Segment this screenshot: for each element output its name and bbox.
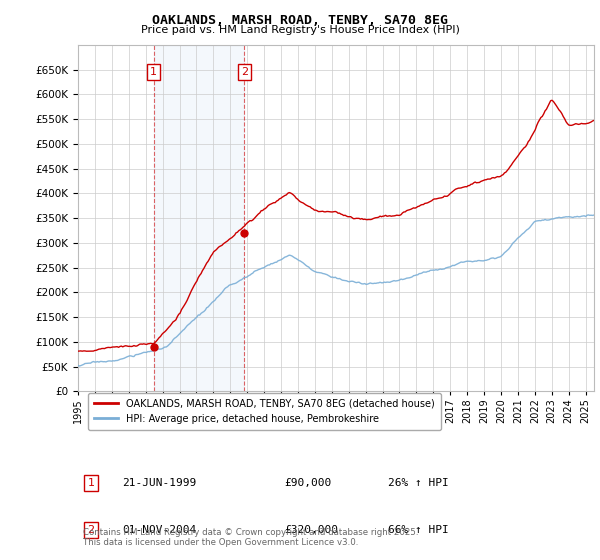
Text: 26% ↑ HPI: 26% ↑ HPI xyxy=(388,478,448,488)
Text: 66% ↑ HPI: 66% ↑ HPI xyxy=(388,525,448,535)
Legend: OAKLANDS, MARSH ROAD, TENBY, SA70 8EG (detached house), HPI: Average price, deta: OAKLANDS, MARSH ROAD, TENBY, SA70 8EG (d… xyxy=(88,393,440,430)
Text: 01-NOV-2004: 01-NOV-2004 xyxy=(122,525,196,535)
Text: £90,000: £90,000 xyxy=(284,478,332,488)
Text: 1: 1 xyxy=(150,67,157,77)
Text: 21-JUN-1999: 21-JUN-1999 xyxy=(122,478,196,488)
Text: Contains HM Land Registry data © Crown copyright and database right 2025.
This d: Contains HM Land Registry data © Crown c… xyxy=(83,528,419,547)
Text: 2: 2 xyxy=(88,525,94,535)
Text: 1: 1 xyxy=(88,478,94,488)
Text: OAKLANDS, MARSH ROAD, TENBY, SA70 8EG: OAKLANDS, MARSH ROAD, TENBY, SA70 8EG xyxy=(152,14,448,27)
Text: Price paid vs. HM Land Registry's House Price Index (HPI): Price paid vs. HM Land Registry's House … xyxy=(140,25,460,35)
Text: 2: 2 xyxy=(241,67,248,77)
Bar xyxy=(154,45,244,391)
Text: £320,000: £320,000 xyxy=(284,525,338,535)
